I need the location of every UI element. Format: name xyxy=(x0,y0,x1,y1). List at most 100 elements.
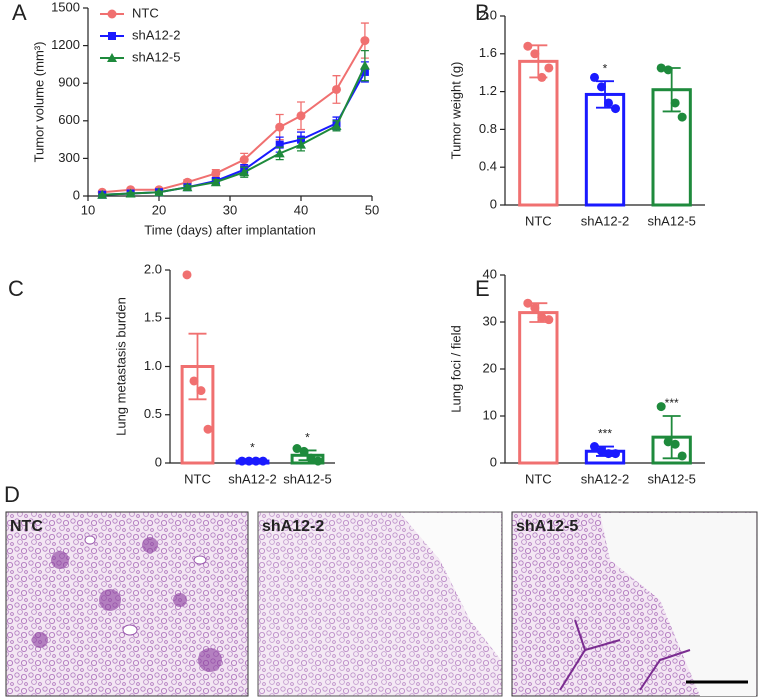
data-point xyxy=(182,270,192,280)
bar xyxy=(651,88,692,207)
panel-letter: B xyxy=(475,0,490,25)
data-point xyxy=(292,444,302,454)
marker xyxy=(239,155,249,165)
y-tick-label: 1.2 xyxy=(479,83,497,98)
y-tick-label: 0.5 xyxy=(144,406,162,421)
marker xyxy=(274,148,285,158)
y-axis-label: Tumor weight (g) xyxy=(448,62,463,160)
y-tick-label: 1200 xyxy=(51,37,80,52)
airways xyxy=(559,619,691,691)
x-tick-label: NTC xyxy=(184,471,211,486)
data-point xyxy=(611,449,620,459)
marker xyxy=(332,84,341,94)
y-tick-label: 900 xyxy=(58,75,80,90)
x-tick-label: shA12-2 xyxy=(581,213,629,228)
data-point xyxy=(258,456,268,466)
data-point xyxy=(251,456,261,466)
data-point xyxy=(670,98,680,108)
bar xyxy=(180,365,215,465)
y-tick-label: 1.0 xyxy=(144,358,162,373)
y-tick-label: 2.0 xyxy=(144,261,162,276)
y-tick-label: 2.0 xyxy=(479,7,497,22)
chart-panel: 0 0.4 0.8 1.2 1.6 2.0 Tumor weight (g) B NTC shA1… xyxy=(448,0,705,228)
data-point xyxy=(656,402,666,412)
data-point xyxy=(663,437,673,447)
data-point xyxy=(670,439,680,449)
marker xyxy=(360,36,370,46)
x-tick-label: NTC xyxy=(525,213,552,228)
marker xyxy=(97,189,108,199)
data-point xyxy=(604,449,613,459)
data-point xyxy=(306,453,316,463)
data-point xyxy=(544,63,554,73)
y-tick-label: 0 xyxy=(490,454,497,469)
marker xyxy=(239,167,250,177)
y-tick-label: 0.4 xyxy=(479,159,497,174)
x-tick-label: NTC xyxy=(525,471,552,486)
data-point xyxy=(523,41,533,51)
x-tick-label: 30 xyxy=(223,202,237,217)
data-point xyxy=(537,312,547,322)
x-tick-label: 50 xyxy=(365,202,379,217)
data-point xyxy=(203,424,213,434)
data-point xyxy=(537,72,547,82)
histology-label: shA12-2 xyxy=(262,518,324,535)
y-tick-label: 1.5 xyxy=(144,310,162,325)
y-tick-label: 300 xyxy=(58,150,80,165)
blank-area xyxy=(600,513,756,696)
chart-panel: 0 10 20 30 40 Lung foci / field E NTC shA12-2 ***… xyxy=(448,266,705,486)
y-tick-label: 0.8 xyxy=(479,121,497,136)
chart-panel: 0 300 600 900 1200 1500 Tumor volume (mm³) A 10 2… xyxy=(12,0,379,237)
data-point xyxy=(590,72,599,82)
marker xyxy=(107,53,117,62)
data-point xyxy=(663,65,673,75)
y-axis-label: Lung metastasis burden xyxy=(113,297,128,436)
data-point xyxy=(237,456,247,466)
marker xyxy=(182,182,193,192)
marker xyxy=(296,111,306,121)
y-tick-label: 0 xyxy=(155,454,162,469)
legend-label: shA12-2 xyxy=(132,27,180,42)
marker xyxy=(210,177,221,187)
histology-label: NTC xyxy=(10,518,43,535)
data-point xyxy=(530,49,540,59)
y-tick-label: 1500 xyxy=(51,0,80,14)
data-point xyxy=(189,376,199,386)
marker xyxy=(275,140,284,149)
bar xyxy=(584,92,626,207)
data-point xyxy=(597,446,606,456)
data-point xyxy=(677,112,687,122)
y-tick-label: 40 xyxy=(483,266,497,281)
data-point xyxy=(590,442,599,452)
marker xyxy=(211,168,221,178)
x-tick-label: shA12-2 xyxy=(581,471,629,486)
data-point xyxy=(677,451,687,461)
panel-letter: E xyxy=(475,276,490,301)
data-point xyxy=(299,446,309,456)
legend-label: shA12-5 xyxy=(132,49,180,64)
significance: * xyxy=(250,440,255,454)
data-point xyxy=(244,456,254,466)
error-bar xyxy=(662,415,681,460)
data-point xyxy=(611,104,620,114)
histology-panels xyxy=(5,511,758,697)
vessels xyxy=(84,535,207,636)
x-tick-label: shA12-5 xyxy=(647,213,695,228)
legend-label: NTC xyxy=(132,5,159,20)
significance: * xyxy=(603,61,608,75)
marker xyxy=(154,187,164,197)
series-line xyxy=(102,40,366,194)
data-point xyxy=(313,456,323,466)
significance: *** xyxy=(598,427,612,441)
y-tick-label: 0 xyxy=(490,196,497,211)
marker xyxy=(331,120,342,130)
panel-letter: A xyxy=(12,0,27,25)
x-axis-label: Time (days) after implantation xyxy=(144,222,315,237)
data-point xyxy=(604,98,613,108)
series-line xyxy=(102,65,366,196)
y-tick-label: 10 xyxy=(483,407,497,422)
histology-label: shA12-5 xyxy=(516,518,578,535)
x-tick-label: shA12-5 xyxy=(647,471,695,486)
axis-lines xyxy=(87,8,372,197)
